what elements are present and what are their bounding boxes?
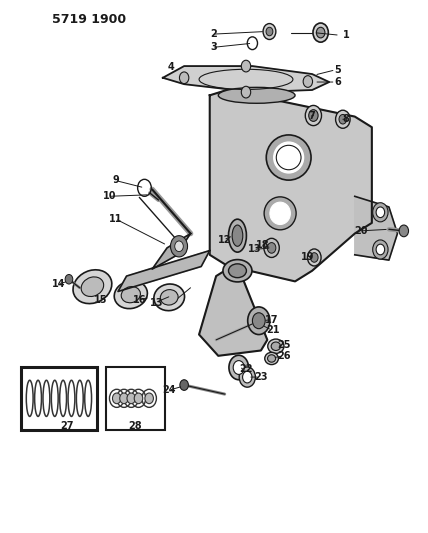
- Text: 4: 4: [168, 62, 175, 71]
- Circle shape: [134, 393, 143, 403]
- Circle shape: [309, 110, 318, 122]
- Circle shape: [233, 361, 244, 374]
- Text: 12: 12: [218, 235, 232, 245]
- Ellipse shape: [160, 289, 178, 305]
- Text: 3: 3: [211, 43, 217, 52]
- Text: 7: 7: [309, 111, 315, 121]
- Text: 15: 15: [94, 295, 108, 305]
- Text: 21: 21: [266, 325, 279, 335]
- Polygon shape: [152, 233, 190, 269]
- Ellipse shape: [81, 277, 104, 296]
- Text: 6: 6: [334, 77, 341, 87]
- Ellipse shape: [73, 270, 112, 304]
- Text: 23: 23: [254, 372, 268, 382]
- Polygon shape: [163, 66, 329, 92]
- Ellipse shape: [114, 281, 147, 309]
- Circle shape: [170, 236, 187, 257]
- Circle shape: [248, 307, 270, 335]
- Circle shape: [241, 86, 251, 98]
- Circle shape: [376, 207, 385, 217]
- Circle shape: [316, 27, 325, 38]
- Circle shape: [373, 240, 388, 259]
- Text: 27: 27: [60, 421, 74, 431]
- Circle shape: [180, 379, 188, 390]
- Polygon shape: [355, 196, 398, 260]
- Polygon shape: [118, 251, 210, 292]
- Circle shape: [266, 27, 273, 36]
- Ellipse shape: [270, 202, 290, 224]
- Ellipse shape: [271, 342, 280, 351]
- Text: 9: 9: [113, 175, 119, 185]
- Circle shape: [179, 72, 189, 84]
- Circle shape: [253, 313, 265, 329]
- Text: 11: 11: [109, 214, 123, 224]
- Polygon shape: [199, 271, 268, 356]
- Ellipse shape: [229, 219, 247, 252]
- Circle shape: [263, 23, 276, 39]
- Ellipse shape: [274, 142, 303, 173]
- Circle shape: [339, 115, 347, 124]
- Text: 22: 22: [239, 364, 253, 374]
- Circle shape: [127, 393, 136, 403]
- Text: 10: 10: [103, 191, 116, 201]
- Circle shape: [113, 393, 121, 403]
- Circle shape: [243, 371, 252, 383]
- Circle shape: [268, 243, 276, 253]
- Circle shape: [399, 225, 409, 237]
- Ellipse shape: [266, 135, 311, 180]
- Ellipse shape: [268, 339, 284, 353]
- Text: 26: 26: [278, 351, 291, 361]
- Ellipse shape: [121, 287, 140, 303]
- Ellipse shape: [154, 284, 184, 311]
- Text: 20: 20: [354, 226, 368, 236]
- Circle shape: [175, 241, 183, 252]
- Text: 13: 13: [150, 297, 163, 308]
- Circle shape: [373, 203, 388, 222]
- Circle shape: [336, 110, 350, 128]
- Ellipse shape: [229, 264, 247, 278]
- Text: 8: 8: [343, 114, 350, 124]
- Text: 17: 17: [265, 314, 278, 325]
- Bar: [21, 367, 97, 430]
- Polygon shape: [210, 90, 372, 281]
- Ellipse shape: [265, 352, 279, 365]
- Text: 25: 25: [278, 340, 291, 350]
- Circle shape: [239, 367, 256, 387]
- Text: 13: 13: [248, 245, 261, 254]
- Circle shape: [305, 106, 321, 126]
- Circle shape: [376, 244, 385, 255]
- Text: 28: 28: [128, 421, 142, 431]
- Circle shape: [241, 60, 251, 72]
- Ellipse shape: [264, 197, 296, 230]
- Circle shape: [303, 76, 312, 87]
- Text: 5: 5: [334, 65, 341, 75]
- Ellipse shape: [232, 225, 243, 246]
- Text: 19: 19: [301, 253, 315, 262]
- Circle shape: [229, 356, 249, 379]
- Circle shape: [307, 249, 321, 266]
- Circle shape: [264, 238, 279, 257]
- Circle shape: [310, 253, 318, 262]
- Bar: [107, 367, 165, 430]
- Text: 1: 1: [343, 30, 350, 41]
- Text: 18: 18: [256, 240, 270, 250]
- Text: 14: 14: [51, 279, 65, 289]
- Text: 16: 16: [133, 295, 146, 305]
- Text: 5719 1900: 5719 1900: [52, 13, 126, 26]
- Ellipse shape: [268, 355, 276, 362]
- Text: 2: 2: [211, 29, 217, 39]
- Circle shape: [313, 23, 328, 42]
- Circle shape: [120, 393, 128, 403]
- Text: 24: 24: [163, 385, 176, 395]
- Ellipse shape: [218, 87, 295, 103]
- Ellipse shape: [223, 260, 252, 282]
- Circle shape: [145, 393, 153, 403]
- Circle shape: [65, 274, 73, 284]
